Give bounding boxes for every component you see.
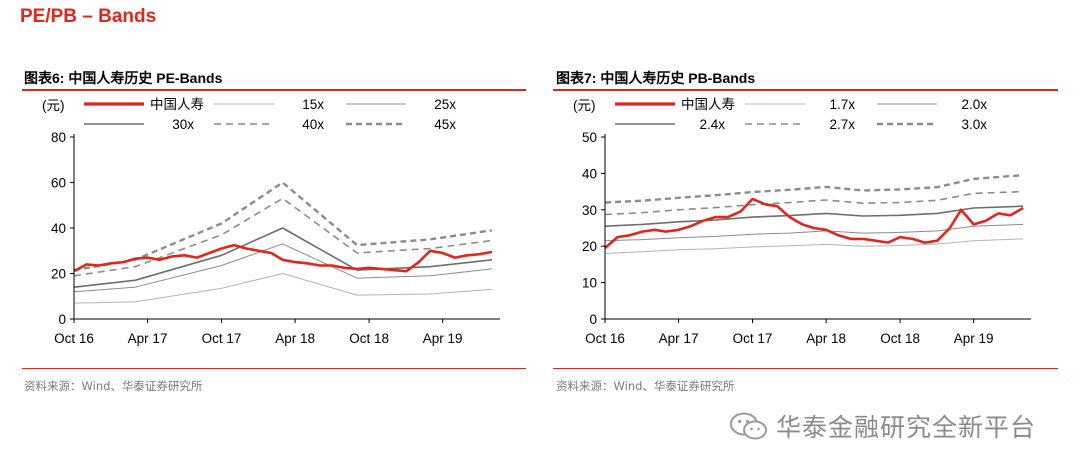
series-line (73, 197, 493, 277)
series-line (73, 227, 493, 288)
legend-label: 中国人寿 (681, 96, 735, 112)
legend-label: 30x (172, 117, 194, 132)
y-tick-label: 0 (589, 312, 597, 327)
x-tick-label: Oct 17 (202, 331, 242, 346)
series-line (604, 190, 1024, 216)
legend-label: 中国人寿 (150, 96, 204, 112)
x-tick-label: Apr 19 (423, 331, 463, 346)
x-tick-label: Oct 16 (54, 331, 94, 346)
x-tick-label: Apr 19 (954, 331, 994, 346)
y-tick-label: 0 (58, 312, 66, 327)
chart-7-source: 资料来源：Wind、华泰证券研究所 (556, 379, 735, 393)
x-tick-label: Apr 17 (128, 331, 168, 346)
legend-label: 2.0x (961, 97, 987, 112)
series-line (604, 205, 1024, 227)
x-tick-label: Oct 18 (349, 331, 389, 346)
chart-6-bottom-rule (22, 368, 526, 369)
x-tick-label: Oct 16 (585, 331, 625, 346)
chart-7-top-rule (553, 89, 1058, 91)
series-line (604, 197, 1024, 249)
legend-label: 1.7x (829, 97, 855, 112)
series-line (604, 238, 1024, 254)
series-line (73, 243, 493, 273)
series-line (73, 181, 493, 272)
y-tick-label: 10 (582, 276, 597, 291)
x-tick-label: Apr 18 (806, 331, 846, 346)
x-tick-label: Oct 17 (733, 331, 773, 346)
y-axis-label: (元) (42, 98, 65, 113)
wechat-icon (730, 412, 767, 440)
chart-6-source: 资料来源：Wind、华泰证券研究所 (24, 379, 203, 393)
chart-6-top-rule (22, 89, 526, 91)
series-line (73, 243, 493, 293)
page-title: PE/PB – Bands (20, 6, 157, 27)
series-line (604, 223, 1024, 242)
y-tick-label: 80 (51, 130, 66, 145)
y-tick-label: 60 (51, 176, 66, 191)
x-tick-label: Oct 18 (880, 331, 920, 346)
chart-7-pb-bands: (元) 中国人寿 1.7x 2.0x 2.4x 2.7x 3.0x 0 10 20 30 40 50 Oc… (573, 96, 1031, 346)
legend-label: 2.4x (699, 117, 725, 132)
chart-6-pe-bands: (元) 中国人寿 15x 25x 30x 40x 45x 0 20 40 60 80 Oct 16 Apr… (42, 96, 500, 346)
legend-label: 15x (302, 97, 324, 112)
chart-6-title: 图表6: 中国人寿历史 PE-Bands (24, 70, 223, 86)
y-tick-label: 20 (582, 239, 597, 254)
watermark-text: 华泰金融研究全新平台 (776, 413, 1037, 442)
chart-7-bottom-rule (553, 368, 1058, 369)
legend-label: 2.7x (829, 117, 855, 132)
chart-7-title: 图表7: 中国人寿历史 PB-Bands (556, 70, 756, 86)
x-tick-label: Apr 17 (659, 331, 699, 346)
y-axis-label: (元) (573, 98, 596, 113)
y-tick-label: 20 (51, 267, 66, 282)
watermark: 华泰金融研究全新平台 (728, 408, 1036, 444)
y-tick-label: 40 (51, 221, 66, 236)
y-tick-label: 30 (582, 203, 597, 218)
legend-label: 25x (434, 97, 456, 112)
legend-label: 3.0x (961, 117, 987, 132)
y-tick-label: 50 (582, 130, 597, 145)
legend-label: 40x (302, 117, 324, 132)
y-tick-label: 40 (582, 166, 597, 181)
x-tick-label: Apr 18 (275, 331, 315, 346)
series-line (73, 273, 493, 304)
legend-label: 45x (434, 117, 456, 132)
series-line (604, 174, 1024, 204)
